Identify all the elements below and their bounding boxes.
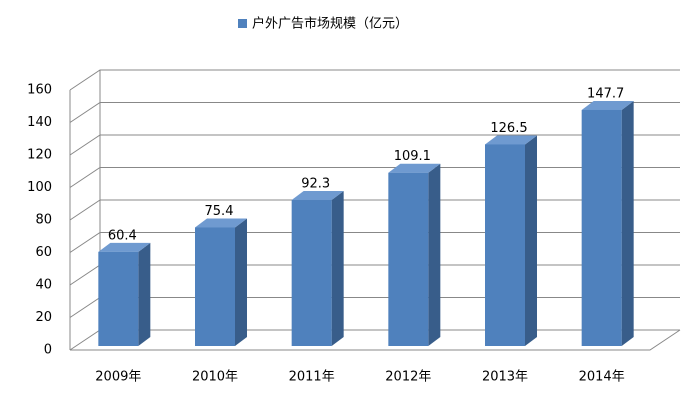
bar-top	[195, 218, 247, 228]
bar-top	[98, 242, 151, 252]
y-tick-label: 0	[44, 343, 52, 358]
value-label: 147.7	[587, 86, 624, 101]
value-label: 75.4	[205, 204, 234, 219]
bar-side	[428, 163, 441, 346]
bar	[291, 200, 332, 346]
y-tick-label: 60	[35, 245, 52, 260]
grid-line	[69, 102, 680, 123]
value-label: 109.1	[394, 149, 431, 164]
x-tick-label: 2012年	[385, 370, 431, 385]
bar	[581, 109, 622, 346]
bar	[98, 251, 139, 346]
bar-side	[525, 135, 537, 346]
y-tick-label: 100	[27, 180, 52, 195]
bar-side	[331, 191, 344, 346]
y-tick-label: 80	[35, 213, 52, 228]
floor	[70, 329, 681, 351]
bar-side	[621, 100, 634, 346]
bar-top	[581, 100, 634, 110]
bar-side	[235, 218, 247, 346]
y-tick-label: 140	[27, 115, 52, 130]
bar	[195, 227, 235, 346]
value-label: 92.3	[301, 177, 330, 192]
x-tick-label: 2013年	[482, 370, 528, 385]
y-tick-label: 20	[35, 310, 52, 325]
x-tick-label: 2011年	[289, 370, 335, 385]
x-tick-label: 2010年	[192, 370, 238, 385]
value-label: 126.5	[490, 121, 527, 136]
x-tick-label: 2014年	[579, 370, 625, 385]
legend-swatch	[238, 19, 247, 28]
y-tick-label: 40	[35, 278, 52, 293]
x-tick-label: 2009年	[95, 370, 141, 385]
bar-top	[388, 163, 441, 173]
y-tick-label: 120	[27, 148, 52, 163]
bar	[485, 144, 525, 346]
value-label: 60.4	[108, 228, 137, 243]
grid-line	[69, 69, 680, 91]
legend-label: 户外广告市场规模（亿元）	[252, 16, 408, 32]
grid-line	[69, 134, 680, 156]
bar-top	[485, 135, 537, 145]
bar-side	[138, 242, 151, 346]
y-tick-label: 160	[27, 83, 52, 98]
bar	[388, 172, 429, 346]
bar-top	[291, 191, 344, 201]
